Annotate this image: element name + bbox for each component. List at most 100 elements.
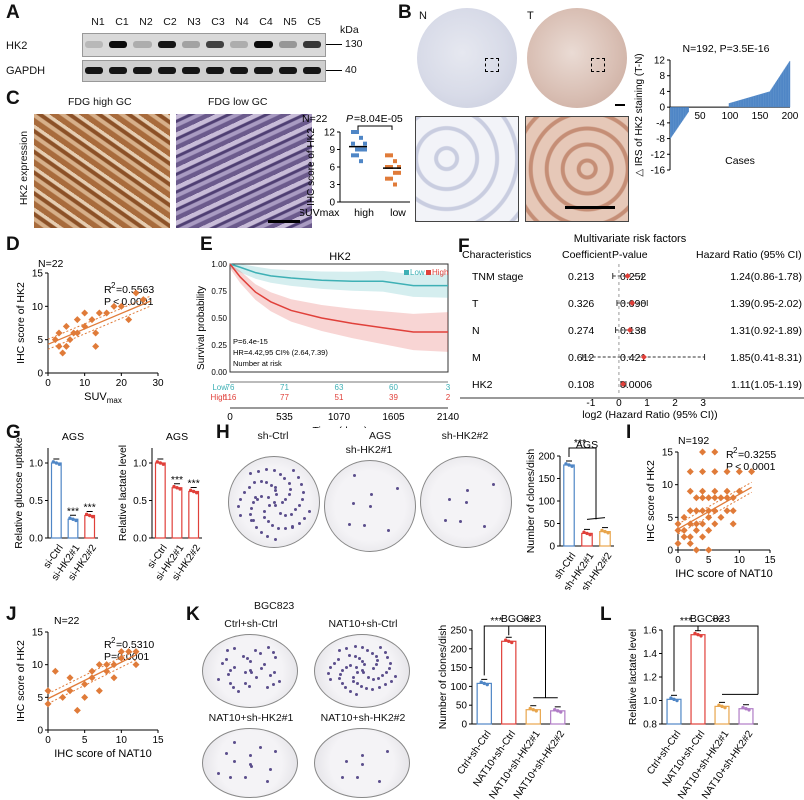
x-tick-label: 150 bbox=[752, 111, 769, 122]
side-label-hk2-expression: HK2 expression bbox=[18, 130, 30, 206]
data-point bbox=[363, 141, 367, 146]
significance-stars: *** bbox=[680, 615, 692, 627]
y-tick-label: -4 bbox=[656, 118, 665, 129]
lane-label: N3 bbox=[187, 16, 201, 28]
bar bbox=[684, 107, 686, 118]
bar bbox=[687, 107, 689, 113]
marker-40: 40 bbox=[345, 64, 357, 76]
panel-letter-h: H bbox=[216, 422, 230, 443]
data-point bbox=[59, 349, 67, 357]
bar bbox=[776, 80, 778, 108]
data-point bbox=[692, 494, 700, 502]
colony bbox=[366, 648, 370, 652]
colony bbox=[377, 677, 381, 681]
forest-plot: Multivariate risk factors Characteristics… bbox=[460, 233, 804, 420]
significance-stars: *** bbox=[712, 615, 724, 627]
l-replicate-point bbox=[741, 705, 745, 710]
data-point bbox=[385, 165, 389, 169]
colony bbox=[358, 656, 362, 660]
colony bbox=[347, 523, 351, 527]
data-point bbox=[355, 147, 359, 152]
bar bbox=[732, 102, 734, 108]
colony bbox=[368, 504, 372, 508]
l-bar bbox=[666, 698, 682, 725]
bar bbox=[740, 99, 742, 108]
data-point bbox=[351, 130, 355, 134]
bar bbox=[748, 97, 750, 108]
bar bbox=[675, 107, 676, 132]
y-tick-label: 0.75 bbox=[211, 287, 227, 296]
bar bbox=[683, 107, 685, 119]
x-tick-label: 10 bbox=[734, 555, 746, 566]
colony bbox=[361, 671, 365, 675]
y-tick-label: 15 bbox=[32, 628, 44, 639]
data-point bbox=[711, 468, 719, 476]
panel-letter-a: A bbox=[6, 2, 20, 23]
row-name: HK2 bbox=[472, 379, 493, 391]
ci-lower bbox=[47, 305, 151, 350]
data-point bbox=[88, 316, 96, 324]
x-tick-label: 10 bbox=[79, 378, 91, 389]
band-gapdh bbox=[302, 67, 321, 74]
data-point bbox=[674, 520, 682, 528]
tissue-label-n: N bbox=[419, 10, 427, 22]
colony bbox=[308, 510, 312, 514]
bar bbox=[678, 107, 679, 127]
colony bbox=[283, 527, 287, 531]
band-hk2 bbox=[230, 41, 249, 48]
at-risk-count: 2 bbox=[446, 393, 451, 402]
colony bbox=[297, 475, 301, 479]
colony bbox=[267, 646, 271, 650]
y-tick-label: -12 bbox=[651, 150, 666, 161]
data-point bbox=[125, 316, 133, 324]
bar bbox=[676, 107, 678, 129]
bar bbox=[749, 97, 751, 108]
bar bbox=[760, 93, 762, 108]
k-y-tick-label: 250 bbox=[450, 626, 467, 637]
colony bbox=[273, 488, 277, 492]
western-blot: N1 C1 N2 C2 N3 C3 N4 C4 N5 C5 HK2 GAPDH kDa 130 4… bbox=[0, 0, 390, 85]
bar bbox=[780, 75, 781, 108]
r2-label: R bbox=[104, 639, 112, 651]
x-tick-label: 2140 bbox=[437, 412, 460, 423]
colony bbox=[389, 679, 393, 683]
l-bar bbox=[714, 705, 730, 725]
h-replicate-point bbox=[564, 462, 568, 466]
k-replicate-point bbox=[510, 640, 514, 645]
at-risk-count: 116 bbox=[224, 393, 237, 402]
colony bbox=[386, 656, 390, 660]
significance-bracket bbox=[568, 447, 597, 520]
y-tick-label: 0 bbox=[37, 726, 43, 737]
bar bbox=[746, 97, 748, 108]
bar bbox=[679, 107, 681, 125]
data-point bbox=[686, 507, 694, 515]
bar bbox=[673, 107, 675, 134]
data-point bbox=[73, 706, 81, 714]
g-bar bbox=[50, 462, 62, 539]
bar bbox=[733, 101, 734, 108]
significance-stars: *** bbox=[188, 478, 200, 490]
h-y-tick-label: 200 bbox=[538, 452, 555, 463]
colony bbox=[338, 672, 342, 676]
dish-label: sh-Ctrl bbox=[257, 430, 289, 442]
bgc823-lactate-chart: BGC823 0.8 1.0 1.2 1.4 1.6 Relative lactate le… bbox=[627, 613, 759, 800]
colony bbox=[364, 687, 368, 690]
bar bbox=[768, 91, 770, 108]
k-bar bbox=[525, 709, 541, 725]
h-y-tick-label: 100 bbox=[538, 497, 555, 508]
colony bbox=[464, 500, 468, 504]
band-gapdh bbox=[181, 67, 200, 74]
colony bbox=[352, 501, 356, 505]
x-tick-label: 0 bbox=[45, 378, 51, 389]
data-point bbox=[51, 667, 59, 675]
bar bbox=[735, 101, 736, 108]
x-tick-label: 100 bbox=[722, 111, 739, 122]
colony bbox=[265, 467, 269, 471]
tissue-microarray-images: N T bbox=[415, 4, 635, 229]
h-y-axis-label: Number of clones/dish bbox=[525, 449, 537, 554]
colony bbox=[297, 521, 301, 525]
column-header: P-value bbox=[612, 249, 648, 261]
bar bbox=[771, 87, 773, 108]
x-axis-label: SUVmax bbox=[84, 391, 122, 405]
